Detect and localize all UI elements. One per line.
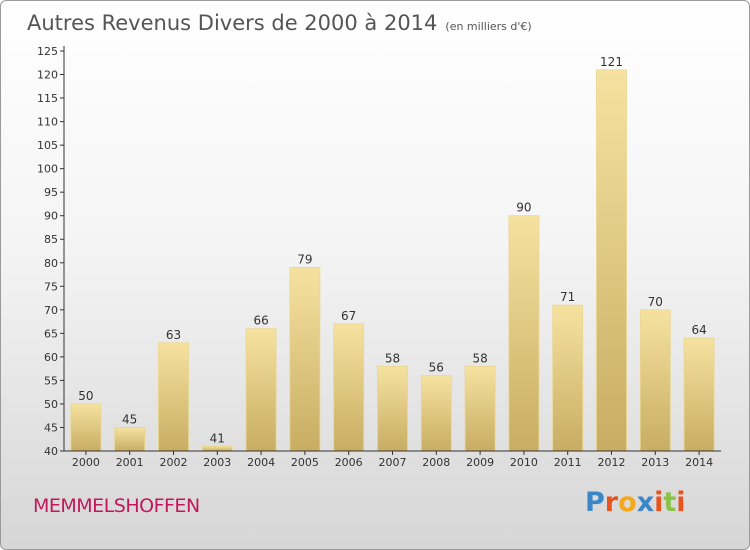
y-ticks-group: 40 45 50 55 60 65 70 75 80 85 90 95 100 105 110 115 120 1… bbox=[37, 45, 64, 458]
x-tick-label-2005: 2005 bbox=[291, 456, 319, 469]
x-tick-label-2007: 2007 bbox=[379, 456, 407, 469]
y-tick-label-60: 60 bbox=[44, 351, 58, 364]
x-tick-label-2008: 2008 bbox=[422, 456, 450, 469]
bar-2010 bbox=[508, 215, 540, 452]
y-tick-label-75: 75 bbox=[44, 280, 58, 293]
x-tick-label-2003: 2003 bbox=[203, 456, 231, 469]
bar-2002 bbox=[158, 342, 189, 452]
value-label-2009: 58 bbox=[472, 351, 487, 365]
chart-subtitle: (en milliers d'€) bbox=[445, 20, 532, 33]
y-tick-label-65: 65 bbox=[44, 327, 58, 340]
x-tick-label-2013: 2013 bbox=[641, 456, 669, 469]
value-label-2004: 66 bbox=[253, 314, 268, 328]
logo-letter: i bbox=[676, 487, 686, 518]
value-label-2013: 70 bbox=[648, 295, 663, 309]
value-label-2001: 45 bbox=[122, 412, 137, 426]
value-label-2012: 121 bbox=[600, 55, 623, 69]
value-label-2006: 67 bbox=[341, 309, 356, 323]
bar-2003 bbox=[201, 445, 233, 452]
bars-group bbox=[70, 69, 715, 452]
logo-letter: o bbox=[618, 487, 637, 518]
y-tick-label-45: 45 bbox=[44, 421, 58, 434]
chart-title: Autres Revenus Divers de 2000 à 2014 bbox=[27, 11, 438, 35]
x-tick-label-2011: 2011 bbox=[554, 456, 582, 469]
y-tick-label-95: 95 bbox=[44, 186, 58, 199]
bar-2014 bbox=[683, 337, 715, 452]
x-tick-label-2001: 2001 bbox=[116, 456, 144, 469]
bar-2013 bbox=[639, 309, 671, 452]
bar-2007 bbox=[377, 365, 408, 452]
x-tick-label-2012: 2012 bbox=[598, 456, 626, 469]
x-tick-label-2014: 2014 bbox=[685, 456, 713, 469]
y-tick-label-80: 80 bbox=[44, 257, 58, 270]
town-name: MEMMELSHOFFEN bbox=[33, 495, 200, 517]
bar-2000 bbox=[70, 403, 102, 452]
y-tick-label-55: 55 bbox=[44, 374, 58, 387]
bar-2004 bbox=[245, 328, 277, 452]
value-label-2005: 79 bbox=[297, 252, 312, 266]
y-tick-label-100: 100 bbox=[37, 163, 58, 176]
title-block: Autres Revenus Divers de 2000 à 2014 (en … bbox=[27, 11, 532, 35]
y-tick-label-115: 115 bbox=[37, 92, 58, 105]
x-tick-label-2010: 2010 bbox=[510, 456, 538, 469]
bar-2006 bbox=[333, 323, 365, 452]
x-tick-label-2009: 2009 bbox=[466, 456, 494, 469]
value-label-2003: 41 bbox=[210, 431, 225, 445]
logo-letter: r bbox=[604, 487, 619, 518]
value-label-2008: 56 bbox=[429, 361, 444, 375]
x-ticks-group: 2000 2001 2002 2003 2004 2005 2006 2007 2008 2009… bbox=[72, 451, 713, 469]
value-label-2010: 90 bbox=[516, 201, 531, 215]
value-label-2014: 64 bbox=[691, 323, 706, 337]
value-labels-group: 50 45 63 41 66 79 67 58 56 58 90 71 121 70 64 bbox=[78, 55, 706, 445]
logo-letter: i bbox=[654, 487, 664, 518]
value-label-2011: 71 bbox=[560, 290, 575, 304]
y-tick-label-120: 120 bbox=[37, 69, 58, 82]
y-tick-label-70: 70 bbox=[44, 304, 58, 317]
x-tick-label-2000: 2000 bbox=[72, 456, 100, 469]
x-tick-label-2004: 2004 bbox=[247, 456, 275, 469]
y-tick-label-90: 90 bbox=[44, 210, 58, 223]
y-tick-label-105: 105 bbox=[37, 139, 58, 152]
logo-letter: t bbox=[663, 487, 677, 518]
logo-letter: x bbox=[636, 487, 655, 518]
bar-2008 bbox=[420, 375, 452, 452]
x-tick-label-2006: 2006 bbox=[335, 456, 363, 469]
bar-2012 bbox=[596, 69, 627, 452]
value-label-2000: 50 bbox=[78, 389, 93, 403]
proxiti-logo: Proxiti bbox=[585, 487, 686, 518]
x-tick-label-2002: 2002 bbox=[160, 456, 188, 469]
y-tick-label-125: 125 bbox=[37, 45, 58, 58]
y-tick-label-110: 110 bbox=[37, 116, 58, 129]
value-label-2002: 63 bbox=[166, 328, 181, 342]
y-tick-label-40: 40 bbox=[44, 445, 58, 458]
y-tick-label-85: 85 bbox=[44, 233, 58, 246]
logo-letter: P bbox=[585, 487, 605, 518]
value-label-2007: 58 bbox=[385, 351, 400, 365]
bar-2005 bbox=[289, 267, 321, 452]
bar-2009 bbox=[464, 365, 496, 452]
bar-2011 bbox=[552, 304, 584, 452]
bar-2001 bbox=[114, 427, 146, 452]
y-tick-label-50: 50 bbox=[44, 398, 58, 411]
